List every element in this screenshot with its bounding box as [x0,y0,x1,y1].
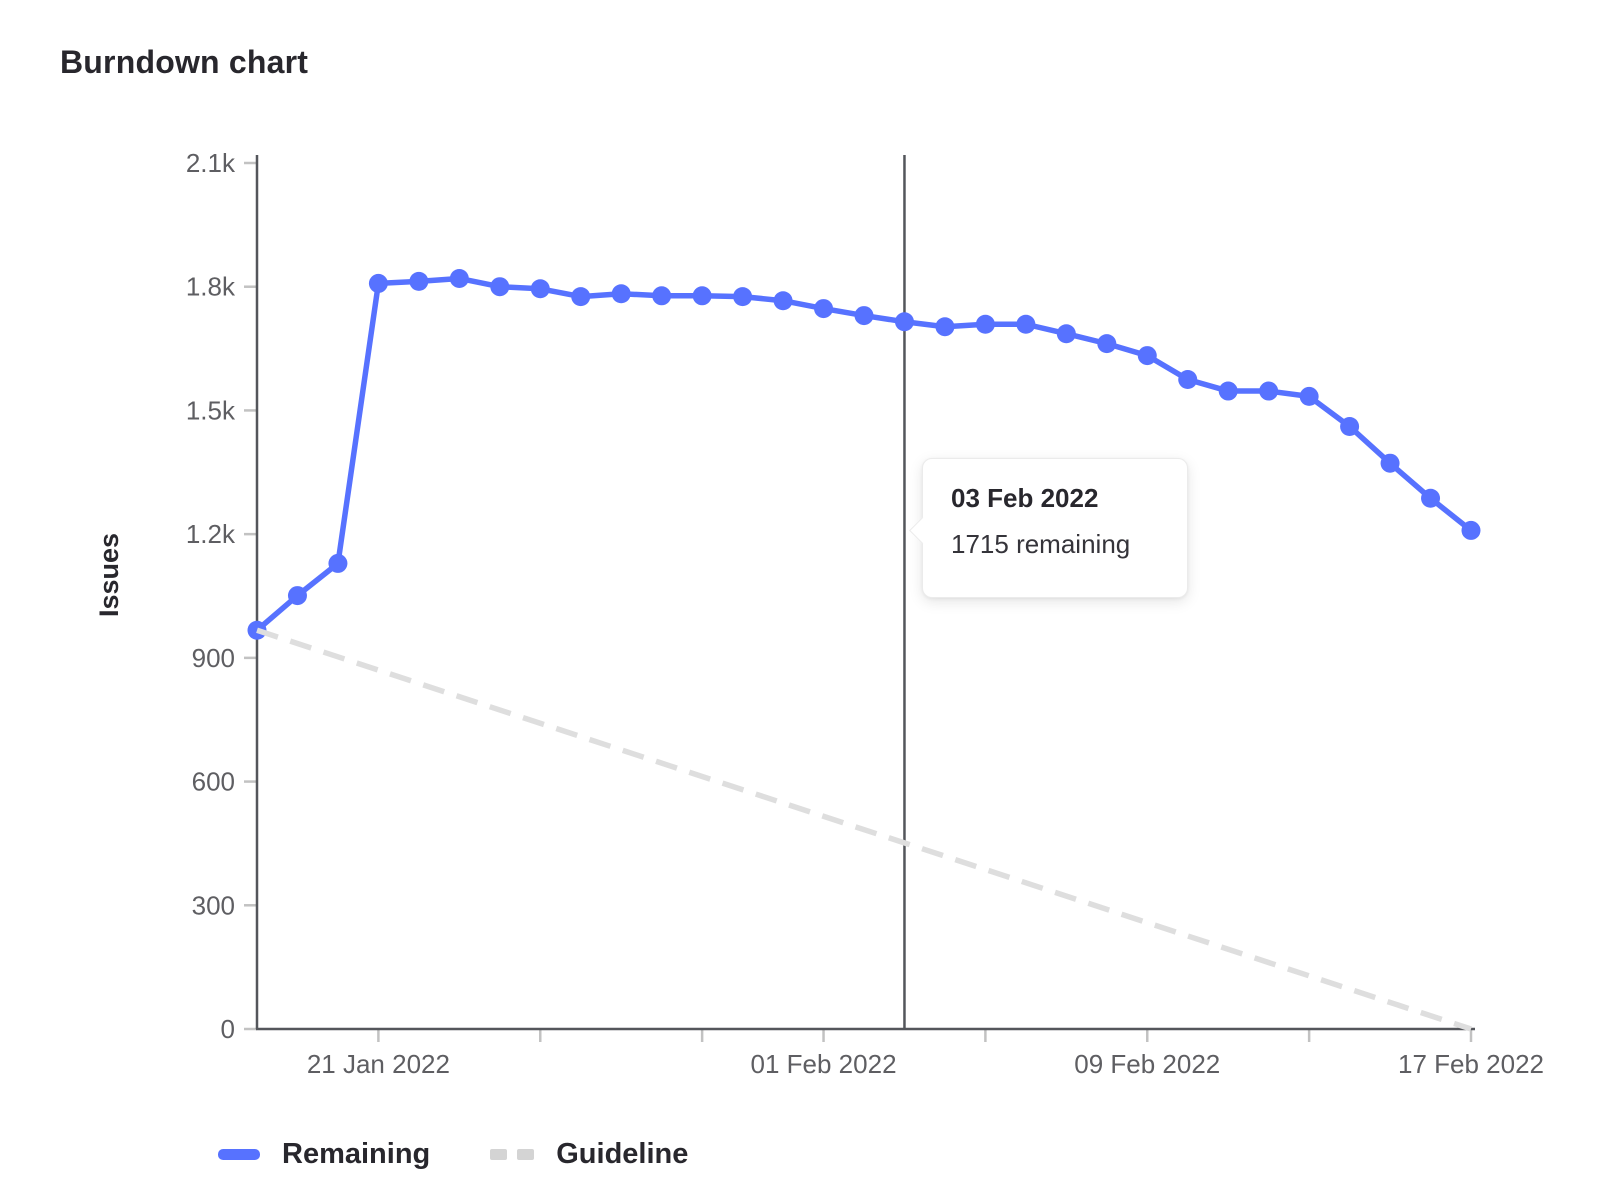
remaining-data-point[interactable] [287,586,307,606]
remaining-data-point[interactable] [935,317,955,337]
remaining-data-point[interactable] [814,299,834,319]
y-tick-label: 1.2k [186,519,236,549]
remaining-data-point[interactable] [1056,324,1076,344]
chart-legend: Remaining Guideline [218,1138,688,1171]
y-tick-label: 1.8k [186,272,236,302]
remaining-data-point[interactable] [1178,370,1198,389]
remaining-data-point[interactable] [1097,334,1117,354]
remaining-data-point[interactable] [1461,520,1481,540]
y-tick-label: 0 [221,1014,235,1044]
y-tick-label: 1.5k [186,395,236,425]
remaining-data-point[interactable] [854,306,874,326]
tooltip-date: 03 Feb 2022 [951,483,1099,513]
remaining-data-point[interactable] [1137,346,1157,366]
remaining-data-point[interactable] [1259,381,1279,401]
x-tick-label: 09 Feb 2022 [1074,1049,1220,1079]
y-tick-label: 900 [192,643,235,673]
remaining-data-point[interactable] [368,273,388,293]
remaining-data-point[interactable] [733,287,753,307]
remaining-swatch-icon [218,1149,260,1160]
y-tick-label: 300 [192,890,235,920]
remaining-data-point[interactable] [975,314,995,334]
page-title: Burndown chart [60,44,309,80]
y-axis-title: Issues [94,533,124,617]
remaining-data-point[interactable] [773,291,793,311]
remaining-data-point[interactable] [692,286,712,306]
tooltip-value: 1715 remaining [951,528,1131,559]
remaining-data-point[interactable] [571,287,591,307]
x-tick-label: 01 Feb 2022 [751,1049,897,1079]
legend-label-guideline: Guideline [556,1138,689,1170]
remaining-series-line [254,275,1474,633]
x-tick-label: 17 Feb 2022 [1398,1049,1544,1079]
remaining-data-point[interactable] [409,271,429,291]
remaining-data-point[interactable] [611,284,631,304]
y-tick-label: 600 [192,767,235,797]
remaining-data-point[interactable] [1421,488,1441,508]
remaining-data-point[interactable] [1016,314,1036,334]
remaining-data-point[interactable] [652,286,672,306]
remaining-data-point[interactable] [1218,381,1238,401]
remaining-data-point[interactable] [490,277,510,297]
remaining-data-point[interactable] [1340,417,1360,437]
guideline-series-line [256,627,1472,1032]
remaining-data-point[interactable] [1380,453,1400,473]
x-tick-label: 21 Jan 2022 [307,1049,450,1079]
legend-label-remaining: Remaining [282,1138,431,1170]
remaining-data-point[interactable] [530,279,550,299]
remaining-data-point[interactable] [1299,386,1319,406]
legend-item-remaining[interactable]: Remaining [218,1138,430,1171]
y-tick-label: 2.1k [186,148,236,178]
tooltip: 03 Feb 2022 1715 remaining [909,458,1188,598]
legend-item-guideline[interactable]: Guideline [490,1138,688,1171]
remaining-data-point[interactable] [449,268,469,288]
guideline-swatch-icon [490,1149,535,1160]
remaining-data-point[interactable] [894,312,914,332]
remaining-data-point[interactable] [328,553,348,573]
